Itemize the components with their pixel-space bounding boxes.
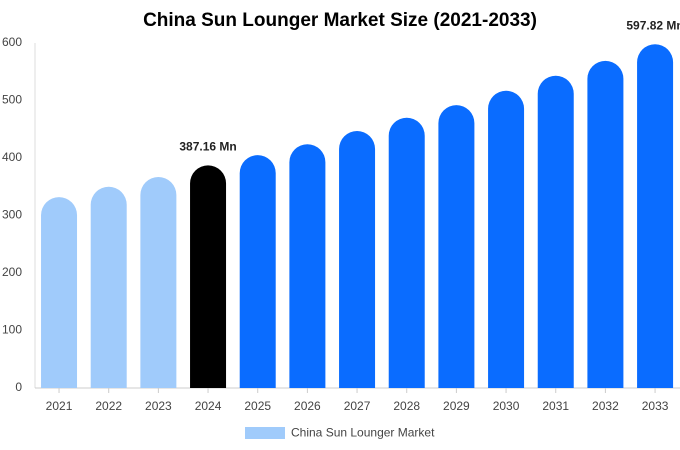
x-tick-label: 2022 [95,399,122,413]
x-tick-label: 2024 [195,399,222,413]
bar [140,176,177,388]
y-tick-label: 500 [2,93,22,107]
chart-title: China Sun Lounger Market Size (2021-2033… [143,10,537,31]
x-tick-label: 2030 [493,399,520,413]
bar [438,105,475,388]
bar [239,155,276,388]
data-label: 387.16 Mn [179,140,236,154]
bar [190,165,227,388]
y-tick-label: 400 [2,150,22,164]
y-tick-label: 300 [2,208,22,222]
x-tick-label: 2025 [244,399,271,413]
x-tick-label: 2033 [642,399,669,413]
x-tick-label: 2027 [344,399,371,413]
bar [289,144,326,388]
bar [41,197,78,388]
x-tick-label: 2028 [393,399,420,413]
y-tick-label: 200 [2,265,22,279]
x-tick-label: 2029 [443,399,470,413]
legend-label: China Sun Lounger Market [291,426,435,440]
y-tick-label: 600 [2,35,22,49]
x-tick-label: 2032 [592,399,619,413]
x-tick-label: 2021 [46,399,73,413]
y-tick-label: 0 [15,380,22,394]
data-label: 597.82 Mn [626,18,680,32]
bar [488,90,525,388]
bar [537,75,574,388]
bar [90,186,127,388]
bar [388,117,425,388]
y-tick-label: 100 [2,323,22,337]
x-tick-label: 2031 [542,399,569,413]
bar [637,44,674,388]
bar [587,60,624,388]
x-tick-label: 2026 [294,399,321,413]
x-tick-label: 2023 [145,399,172,413]
legend-swatch [245,427,285,439]
bar [339,130,376,388]
